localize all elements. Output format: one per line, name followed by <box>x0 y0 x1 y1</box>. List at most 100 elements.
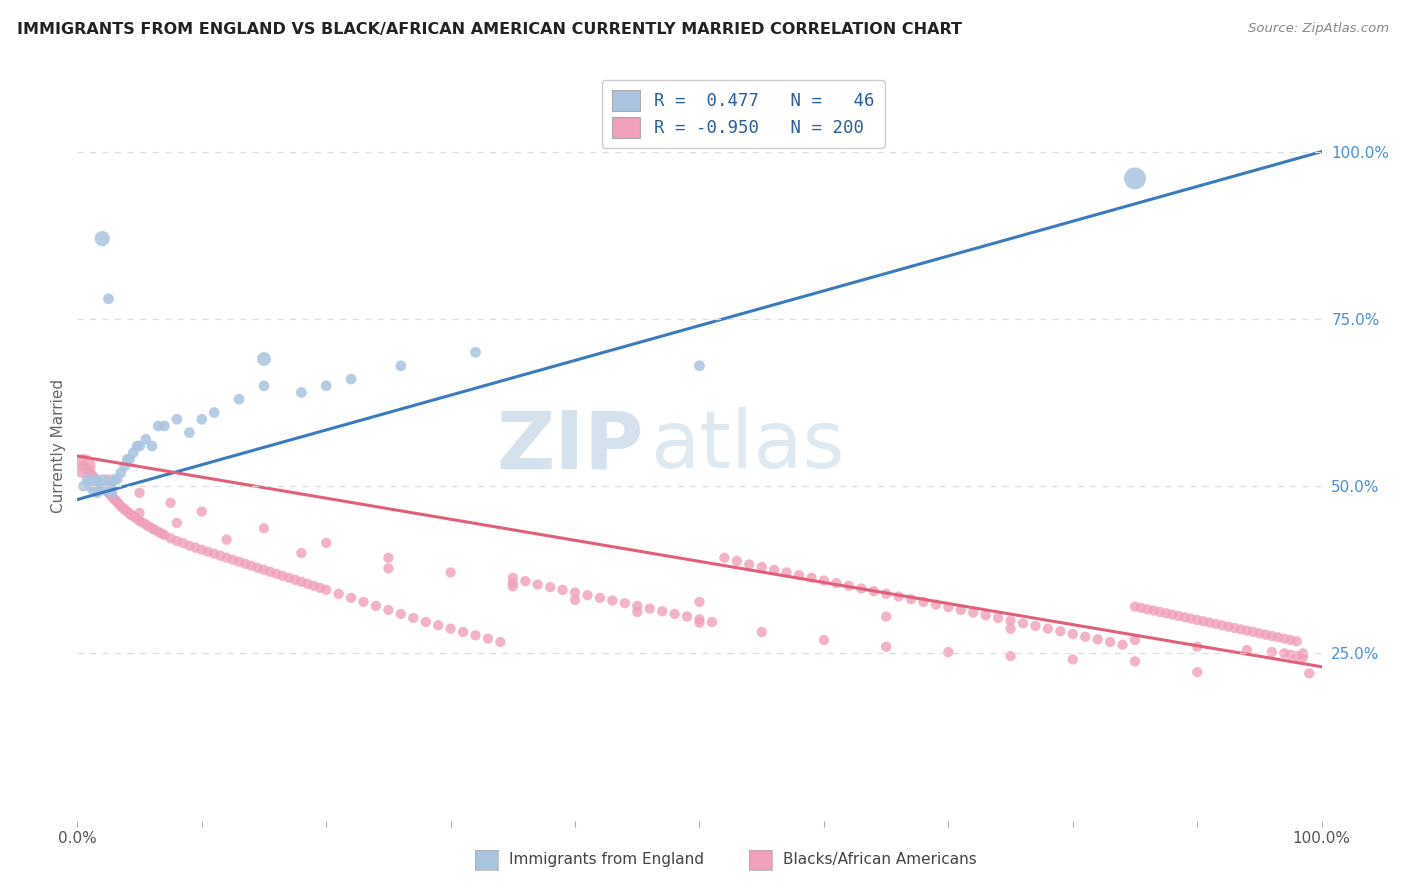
Point <box>215 533 238 547</box>
Point <box>128 506 150 520</box>
Point <box>751 625 773 640</box>
Point <box>1130 601 1153 615</box>
Point <box>159 496 181 510</box>
Point <box>93 473 115 487</box>
Point <box>936 600 959 615</box>
Point <box>328 587 350 601</box>
Point <box>613 596 636 610</box>
Point <box>713 550 735 565</box>
Point <box>315 582 337 597</box>
Point <box>936 645 959 659</box>
Point <box>1285 634 1308 648</box>
Point <box>626 599 648 613</box>
Point <box>76 473 98 487</box>
Point <box>315 536 337 550</box>
Point <box>84 473 107 487</box>
Point <box>1285 649 1308 664</box>
Point <box>912 595 935 609</box>
Point <box>86 486 108 500</box>
Point <box>253 352 276 367</box>
Point <box>259 565 281 579</box>
Point <box>98 479 121 493</box>
Point <box>1123 655 1146 669</box>
Point <box>309 581 332 595</box>
Point <box>84 475 107 490</box>
Point <box>1149 605 1171 619</box>
Point <box>1198 615 1220 630</box>
Text: Source: ZipAtlas.com: Source: ZipAtlas.com <box>1249 22 1389 36</box>
Point <box>1143 604 1166 618</box>
Point <box>1223 621 1246 635</box>
Point <box>89 476 111 491</box>
Point <box>179 539 201 553</box>
Point <box>97 292 120 306</box>
Point <box>148 419 170 434</box>
Point <box>105 473 128 487</box>
Point <box>1236 643 1258 657</box>
Point <box>90 479 112 493</box>
Point <box>1136 602 1159 616</box>
Point <box>191 542 214 557</box>
Point <box>838 579 860 593</box>
Point <box>1229 623 1251 637</box>
Point <box>72 459 94 474</box>
Point <box>135 517 157 532</box>
Point <box>1167 609 1189 624</box>
Point <box>93 482 115 496</box>
Point <box>75 460 97 475</box>
Point <box>136 519 159 533</box>
Point <box>112 501 135 516</box>
Point <box>91 479 114 493</box>
Point <box>290 574 312 589</box>
Point <box>851 582 873 596</box>
Point <box>813 574 835 588</box>
Point <box>84 473 107 487</box>
Point <box>862 584 884 599</box>
Point <box>101 486 124 500</box>
Point <box>389 607 412 621</box>
Point <box>1267 631 1289 645</box>
Point <box>602 593 624 607</box>
Point <box>79 466 101 480</box>
Point <box>1024 619 1046 633</box>
Point <box>1180 612 1202 626</box>
Point <box>89 483 111 497</box>
Point <box>105 495 128 509</box>
Point <box>284 573 307 587</box>
Point <box>1205 617 1227 632</box>
Point <box>131 516 153 530</box>
Point <box>1185 640 1208 654</box>
Point <box>1298 666 1320 681</box>
Point <box>76 462 98 476</box>
Point <box>353 595 375 609</box>
Point <box>135 433 157 447</box>
Point <box>515 574 537 589</box>
Point <box>96 484 118 499</box>
Point <box>1049 624 1071 639</box>
Point <box>1292 646 1315 660</box>
Legend: R =  0.477   N =   46, R = -0.950   N = 200: R = 0.477 N = 46, R = -0.950 N = 200 <box>602 80 884 148</box>
Point <box>439 566 461 580</box>
Point <box>93 481 115 495</box>
Point <box>1099 635 1122 649</box>
Point <box>191 505 214 519</box>
Point <box>115 505 138 519</box>
Point <box>80 467 103 482</box>
Point <box>564 585 586 599</box>
Point <box>90 478 112 492</box>
Point <box>166 412 188 426</box>
Point <box>82 468 104 483</box>
Point <box>104 492 127 507</box>
Point <box>83 479 105 493</box>
Point <box>96 479 118 493</box>
Point <box>104 473 127 487</box>
Point <box>439 622 461 636</box>
Point <box>664 607 686 621</box>
Point <box>153 419 176 434</box>
Point <box>925 598 948 612</box>
Point <box>118 507 141 521</box>
Point <box>100 479 122 493</box>
Point <box>1000 622 1022 636</box>
Point <box>1211 618 1233 632</box>
Point <box>1249 626 1271 640</box>
